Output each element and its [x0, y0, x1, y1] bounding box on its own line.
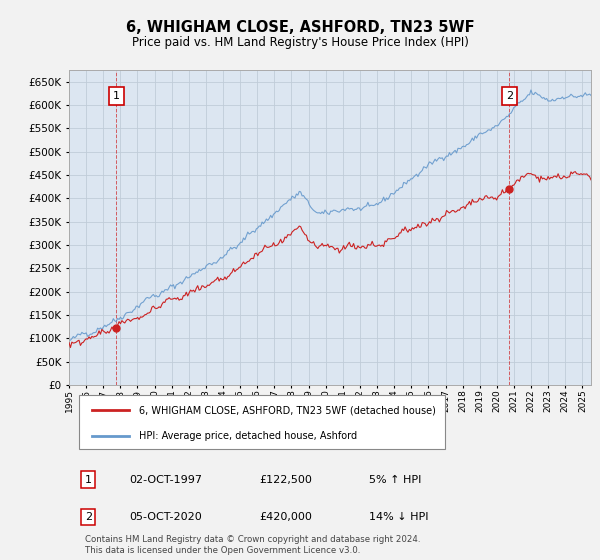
- Text: 14% ↓ HPI: 14% ↓ HPI: [369, 512, 428, 522]
- Text: 2: 2: [506, 91, 513, 101]
- Text: 5% ↑ HPI: 5% ↑ HPI: [369, 475, 422, 485]
- Text: Contains HM Land Registry data © Crown copyright and database right 2024.: Contains HM Land Registry data © Crown c…: [85, 535, 420, 544]
- Text: 6, WHIGHAM CLOSE, ASHFORD, TN23 5WF (detached house): 6, WHIGHAM CLOSE, ASHFORD, TN23 5WF (det…: [139, 405, 436, 415]
- Text: This data is licensed under the Open Government Licence v3.0.: This data is licensed under the Open Gov…: [85, 545, 360, 554]
- Text: Price paid vs. HM Land Registry's House Price Index (HPI): Price paid vs. HM Land Registry's House …: [131, 36, 469, 49]
- Text: £122,500: £122,500: [260, 475, 313, 485]
- Text: 2: 2: [85, 512, 92, 522]
- Text: 05-OCT-2020: 05-OCT-2020: [129, 512, 202, 522]
- FancyBboxPatch shape: [79, 395, 445, 449]
- Text: 1: 1: [85, 475, 92, 485]
- Text: 02-OCT-1997: 02-OCT-1997: [129, 475, 202, 485]
- Text: 1: 1: [113, 91, 119, 101]
- Text: £420,000: £420,000: [260, 512, 313, 522]
- Text: 6, WHIGHAM CLOSE, ASHFORD, TN23 5WF: 6, WHIGHAM CLOSE, ASHFORD, TN23 5WF: [125, 21, 475, 35]
- Text: HPI: Average price, detached house, Ashford: HPI: Average price, detached house, Ashf…: [139, 431, 358, 441]
